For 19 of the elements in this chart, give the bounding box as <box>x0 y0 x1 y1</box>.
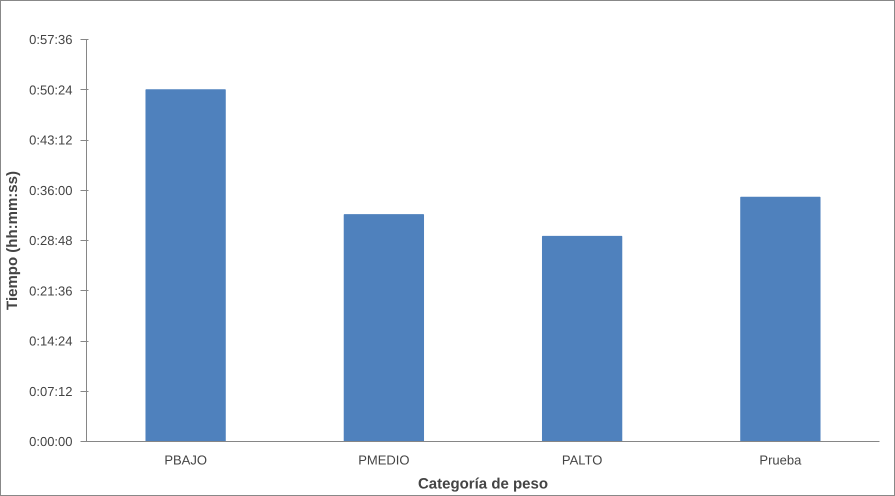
bar <box>542 236 622 442</box>
x-axis-title: Categoría de peso <box>418 476 548 492</box>
y-tick-label: 0:43:12 <box>29 132 72 148</box>
y-tick-label: 0:14:24 <box>29 334 72 348</box>
bar <box>145 89 226 442</box>
y-tick-label: 0:00:00 <box>29 434 72 449</box>
y-tick-label: 0:28:48 <box>29 233 72 248</box>
y-tick-label: 0:36:00 <box>29 182 72 198</box>
y-axis-title: Tiempo (hh:mm:ss) <box>4 171 22 310</box>
y-tick-label: 0:21:36 <box>29 283 72 298</box>
x-tick-label: Prueba <box>759 452 802 468</box>
y-tick-label: 0:57:36 <box>29 32 72 47</box>
bar <box>344 214 424 442</box>
bar <box>740 196 821 442</box>
y-tick-label: 0:50:24 <box>29 82 72 98</box>
y-tick-label: 0:07:12 <box>29 384 72 399</box>
x-tick-label: PALTO <box>562 452 602 468</box>
x-tick-label: PBAJO <box>164 452 207 468</box>
x-tick-label: PMEDIO <box>358 452 410 468</box>
